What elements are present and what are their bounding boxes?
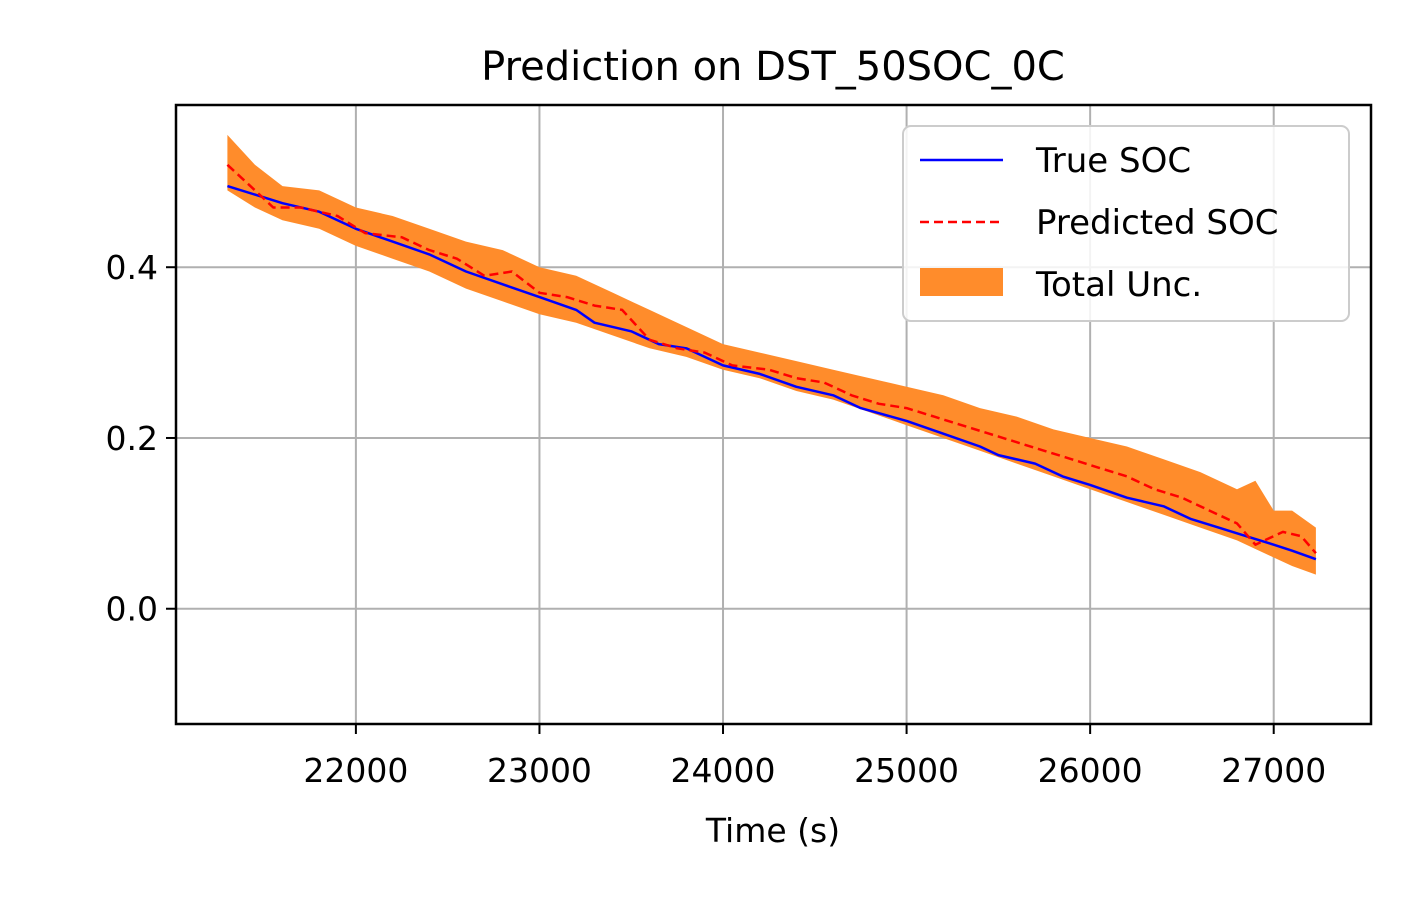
- x-tick-label: 23000: [487, 751, 592, 790]
- series-lines-layer: [226, 163, 1317, 561]
- legend-marker-total-unc: [920, 268, 1003, 296]
- x-tick-label: 24000: [671, 751, 776, 790]
- chart-title: Prediction on DST_50SOC_0C: [481, 44, 1065, 90]
- legend-label-predicted-soc: Predicted SOC: [1036, 203, 1279, 243]
- y-tick-label: 0.4: [106, 248, 158, 287]
- true-soc-line: [227, 184, 1317, 561]
- legend-label-true-soc: True SOC: [1035, 141, 1191, 181]
- x-axis-ticks: 22000 23000 24000 25000 26000 27000: [303, 724, 1326, 790]
- legend-label-total-unc: Total Unc.: [1035, 265, 1202, 305]
- y-tick-label: 0.2: [106, 419, 158, 458]
- legend-frame: [902, 125, 1350, 322]
- x-tick-label: 22000: [303, 751, 408, 790]
- x-tick-label: 27000: [1221, 751, 1326, 790]
- plot-frame: [174, 103, 1373, 726]
- y-axis-ticks: 0.0 0.2 0.4: [106, 248, 176, 629]
- x-axis-label: Time (s): [705, 811, 840, 850]
- predicted-soc-line: [226, 163, 1317, 555]
- x-tick-label: 26000: [1038, 751, 1143, 790]
- total-uncertainty-band: [227, 134, 1316, 575]
- legend: True SOC Predicted SOC Total Unc.: [902, 125, 1350, 322]
- uncertainty-band-layer: [227, 134, 1316, 575]
- x-tick-label: 25000: [854, 751, 959, 790]
- y-tick-label: 0.0: [106, 590, 158, 629]
